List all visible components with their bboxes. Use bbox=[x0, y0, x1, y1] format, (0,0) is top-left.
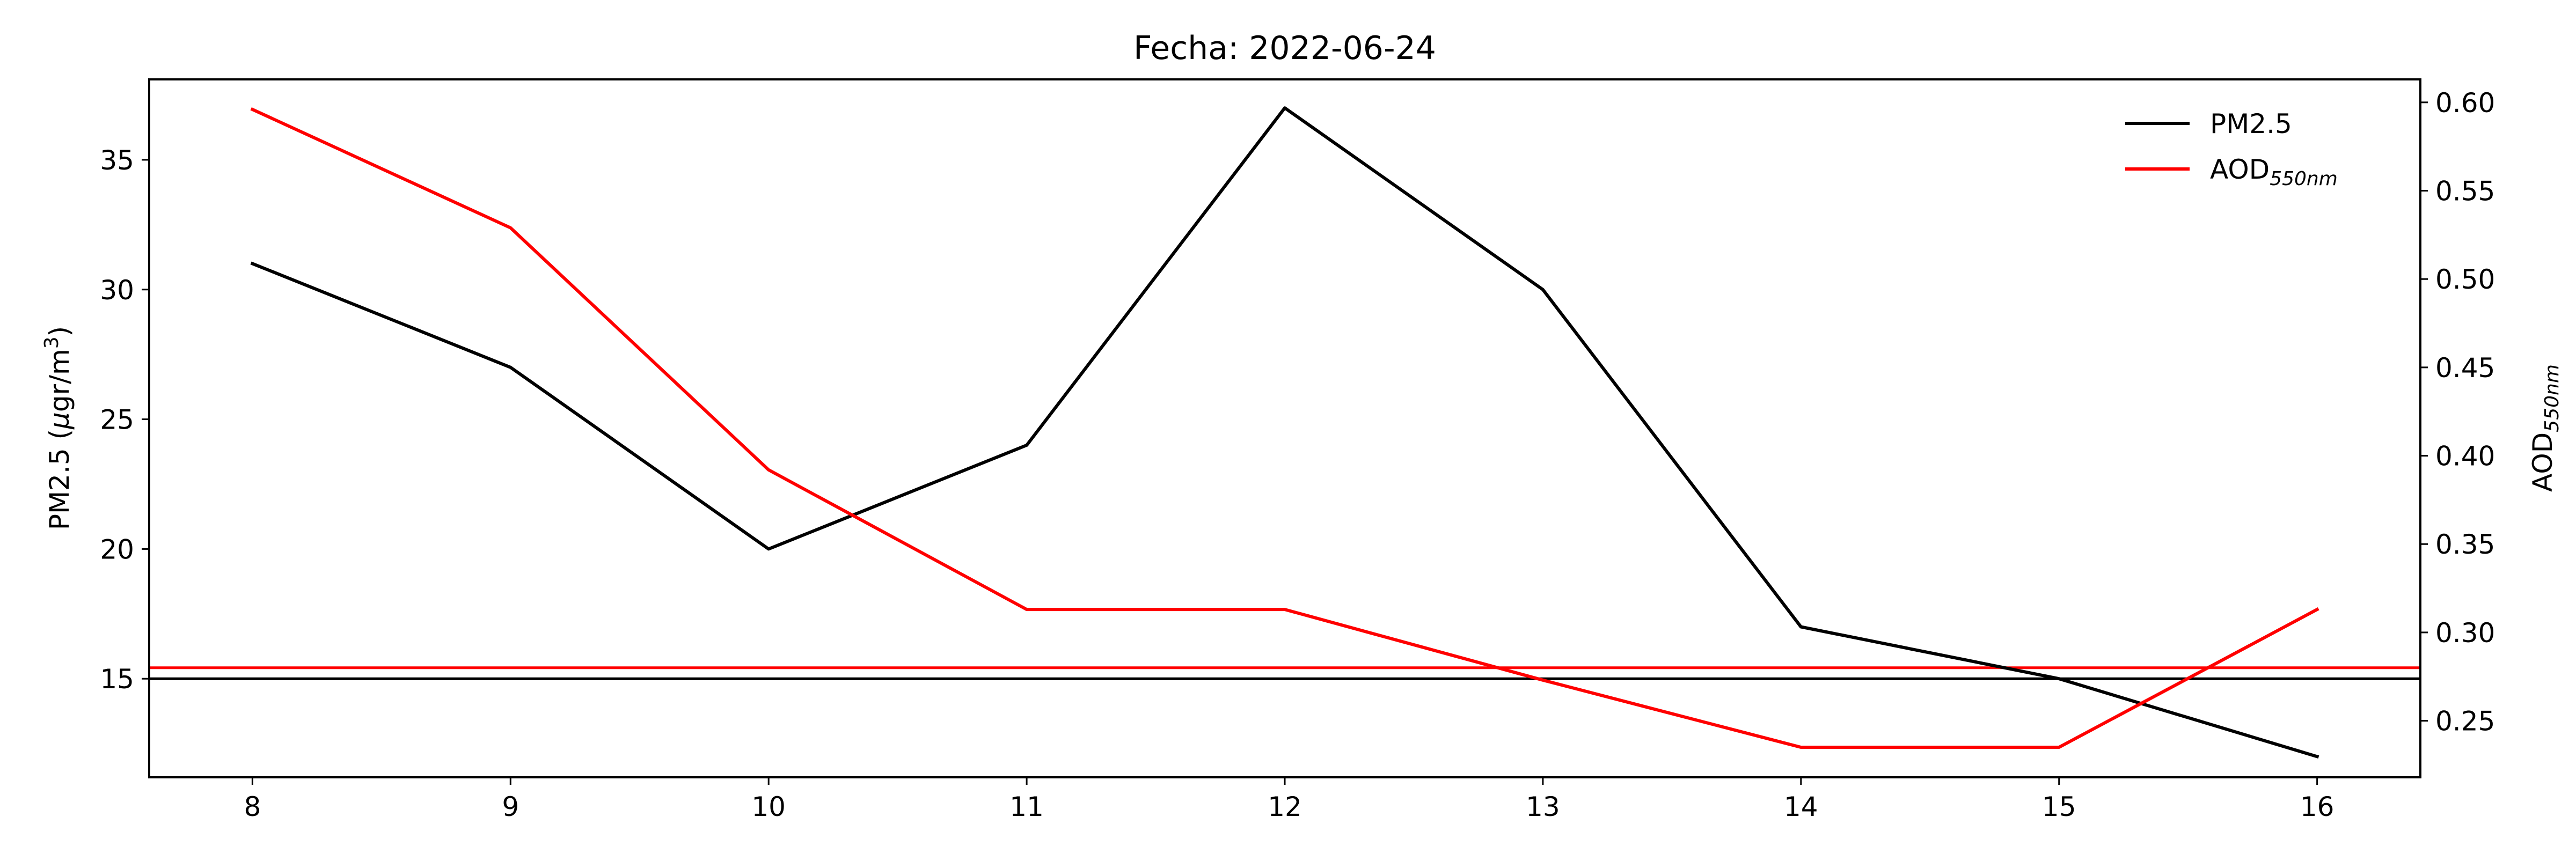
left-y-tick-label: 35 bbox=[100, 145, 134, 176]
right-y-tick-label: 0.50 bbox=[2435, 264, 2495, 295]
right-y-tick-label: 0.25 bbox=[2435, 706, 2495, 737]
x-axis: 8 9 10 11 12 13 14 15 16 bbox=[244, 777, 2334, 822]
legend: PM2.5 AOD550nm bbox=[2125, 108, 2338, 190]
left-y-label-mu: μ bbox=[44, 412, 75, 430]
x-tick-label: 8 bbox=[244, 791, 261, 822]
right-y-tick-label: 0.40 bbox=[2435, 441, 2495, 472]
legend-label-pm25: PM2.5 bbox=[2210, 108, 2292, 139]
series-line-aod bbox=[250, 107, 2319, 749]
legend-label-aod-main: AOD bbox=[2210, 154, 2270, 185]
chart-title: Fecha: 2022-06-24 bbox=[1133, 30, 1436, 67]
x-tick-label: 12 bbox=[1268, 791, 1302, 822]
legend-label-aod: AOD550nm bbox=[2210, 154, 2338, 190]
x-tick-label: 15 bbox=[2042, 791, 2076, 822]
series-line-pm25 bbox=[250, 106, 2319, 759]
left-y-tick-label: 30 bbox=[100, 275, 134, 306]
left-y-label-unit: gr/m bbox=[44, 349, 75, 412]
left-y-tick-label: 25 bbox=[100, 404, 134, 436]
legend-label-aod-sub: 550nm bbox=[2270, 168, 2338, 190]
right-y-tick-label: 0.55 bbox=[2435, 176, 2495, 207]
left-y-tick-label: 15 bbox=[100, 664, 134, 695]
x-tick-label: 13 bbox=[1526, 791, 1560, 822]
x-tick-label: 11 bbox=[1009, 791, 1044, 822]
left-y-label-sup: 3 bbox=[41, 336, 63, 349]
x-tick-label: 14 bbox=[1784, 791, 1818, 822]
left-y-tick-label: 20 bbox=[100, 534, 134, 565]
x-tick-label: 10 bbox=[751, 791, 786, 822]
right-y-axis: 0.25 0.30 0.35 0.40 0.45 0.50 0.55 0.60 bbox=[2420, 87, 2495, 737]
right-y-tick-label: 0.45 bbox=[2435, 352, 2495, 384]
right-y-tick-label: 0.35 bbox=[2435, 529, 2495, 560]
right-y-label-main: AOD bbox=[2527, 432, 2558, 492]
right-y-tick-label: 0.60 bbox=[2435, 87, 2495, 119]
plot-frame bbox=[148, 78, 2421, 778]
left-y-label-main: PM2.5 ( bbox=[44, 429, 75, 530]
right-y-tick-label: 0.30 bbox=[2435, 617, 2495, 649]
x-tick-label: 9 bbox=[502, 791, 519, 822]
right-y-axis-label: AOD550nm bbox=[2527, 364, 2563, 492]
left-y-axis-label: PM2.5 (μgr/m3) bbox=[41, 326, 75, 530]
left-y-axis: 15 20 25 30 35 bbox=[100, 145, 149, 695]
x-tick-label: 16 bbox=[2300, 791, 2334, 822]
left-y-label-end: ) bbox=[44, 326, 75, 337]
right-y-label-sub: 550nm bbox=[2541, 364, 2563, 432]
plot-marks bbox=[149, 106, 2420, 759]
